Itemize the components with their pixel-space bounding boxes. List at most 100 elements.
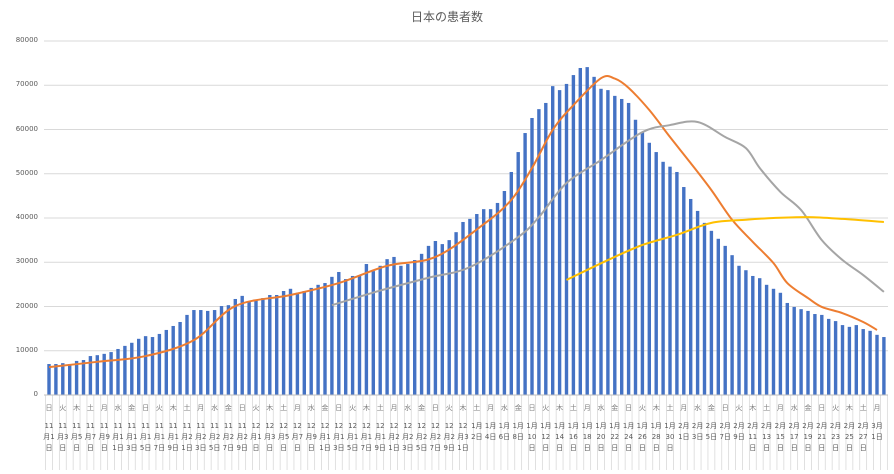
x-tick-date: 11月19日: [167, 422, 179, 452]
x-tick-date: 2月19日: [802, 422, 814, 452]
x-tick-date: 2月15日: [774, 422, 787, 452]
bar: [751, 275, 755, 395]
x-tick-weekday: 木: [652, 404, 660, 412]
bar: [592, 76, 596, 395]
bar: [288, 288, 293, 395]
x-tick-weekday: 水: [597, 404, 605, 412]
bar: [81, 360, 86, 395]
x-tick-date: 1月12日: [540, 422, 552, 452]
x-tick-date: 3月1日: [871, 422, 883, 441]
bar: [640, 132, 645, 395]
x-tick-date: 11月13日: [126, 422, 138, 452]
x-tick-date: 1月16日: [567, 422, 580, 452]
bar: [758, 278, 762, 395]
bar: [482, 209, 486, 395]
bar: [682, 187, 686, 395]
x-tick-weekday: 木: [73, 404, 81, 412]
x-tick-date: 2月23日: [829, 422, 842, 452]
x-tick-date: 11月23日: [195, 422, 207, 452]
bar: [716, 238, 720, 395]
bar: [171, 325, 175, 395]
bar: [385, 259, 389, 395]
y-tick-label: 60000: [15, 124, 38, 133]
bar: [709, 230, 714, 395]
bar: [875, 334, 879, 395]
x-tick-weekday: 水: [790, 404, 798, 412]
x-tick-date: 1月28日: [650, 422, 662, 452]
bar: [254, 299, 258, 395]
x-tick-weekday: 日: [625, 404, 633, 412]
x-tick-weekday: 木: [362, 404, 370, 412]
bar: [488, 209, 493, 395]
x-tick-date: 2月7日: [719, 422, 731, 441]
x-tick-date: 1月24日: [622, 422, 635, 452]
x-tick-weekday: 月: [197, 404, 205, 412]
x-tick-weekday: 土: [86, 404, 94, 412]
bar: [440, 244, 444, 395]
x-tick-weekday: 金: [418, 404, 426, 412]
bar: [882, 337, 886, 395]
x-tick-date: 12月3日: [264, 422, 276, 452]
x-tick-weekday: 日: [528, 404, 536, 412]
bar: [247, 301, 251, 395]
x-tick-weekday: 水: [307, 404, 315, 412]
bar: [123, 345, 127, 395]
bar: [323, 283, 327, 395]
bar: [47, 364, 51, 395]
bar: [212, 310, 217, 395]
bar: [861, 329, 865, 395]
x-tick-weekday: 木: [266, 404, 274, 412]
bar: [847, 326, 852, 395]
bar: [475, 214, 479, 395]
bar: [406, 264, 410, 395]
x-tick-weekday: 水: [114, 404, 122, 412]
x-tick-date: 2月1日: [678, 422, 690, 441]
x-tick-weekday: 日: [721, 404, 729, 412]
bar: [337, 271, 341, 395]
chart-title: 日本の患者数: [410, 10, 483, 24]
x-tick-date: 12月1日: [250, 422, 262, 452]
bar: [240, 295, 244, 395]
bar: [620, 98, 624, 395]
bar: [599, 88, 603, 395]
x-tick-date: 1月26日: [636, 422, 649, 452]
y-tick-label: 40000: [15, 213, 38, 221]
x-tick-date: 11月25日: [208, 422, 221, 452]
x-tick-date: 11月7日: [84, 422, 97, 452]
x-tick-weekday: 土: [376, 404, 384, 412]
bar: [778, 292, 783, 395]
x-tick-date: 11月5日: [70, 422, 83, 452]
y-tick-label: 10000: [15, 345, 38, 354]
x-tick-date: 12月19日: [374, 422, 386, 452]
x-tick-date: 12月13日: [333, 422, 345, 452]
x-tick-weekday: 日: [142, 404, 150, 412]
bar: [689, 198, 693, 395]
bar: [268, 294, 272, 395]
x-tick-date: 11月17日: [153, 422, 166, 452]
x-tick-weekday: 火: [59, 404, 67, 412]
bar: [302, 291, 306, 395]
x-tick-weekday: 水: [211, 404, 219, 412]
bar: [820, 314, 824, 395]
x-tick-weekday: 木: [169, 404, 177, 412]
x-tick-weekday: 金: [321, 404, 329, 412]
bar: [206, 310, 210, 395]
x-tick-date: 1月14日: [553, 422, 566, 452]
x-tick-date: 2月3日: [691, 422, 704, 441]
x-tick-date: 11月9日: [98, 422, 110, 452]
series-line-1: [48, 74, 878, 369]
x-tick-date: 11月1日: [43, 422, 55, 452]
x-tick-weekday: 土: [569, 404, 577, 412]
bar: [613, 95, 617, 396]
y-tick-label: 50000: [15, 168, 38, 177]
x-tick-date: 2月17日: [788, 422, 800, 452]
x-tick-date: 1月4日: [484, 422, 497, 441]
bar: [564, 83, 569, 396]
bar: [102, 353, 106, 395]
bar: [109, 352, 113, 395]
x-tick-date: 12月31日: [457, 422, 469, 452]
bar: [226, 305, 231, 395]
bar: [764, 284, 769, 395]
x-tick-date: 12月29日: [443, 422, 455, 452]
